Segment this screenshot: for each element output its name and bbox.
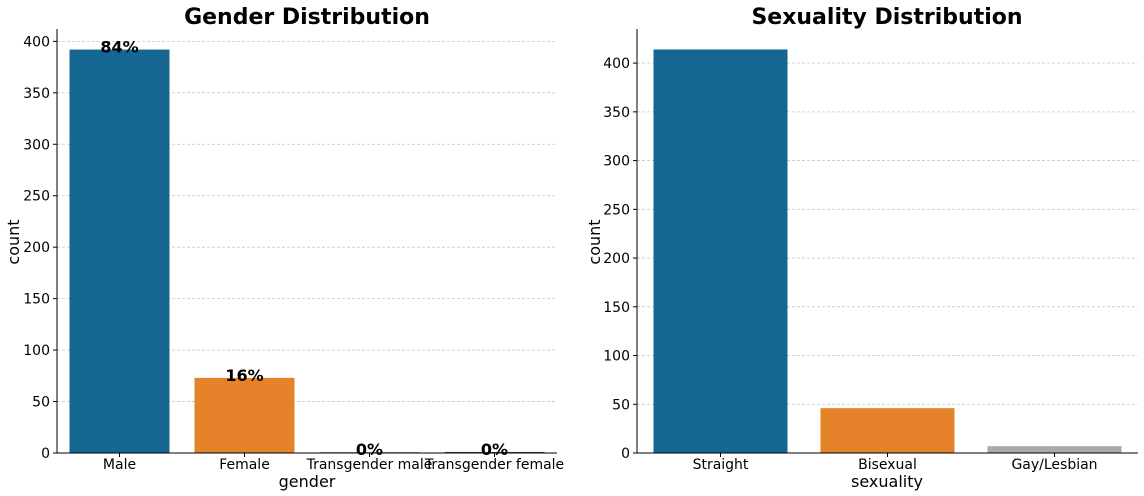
bar-straight (653, 49, 788, 453)
y-tick-label: 150 (23, 292, 50, 308)
bar-bisexual (820, 408, 955, 453)
y-tick-label: 50 (612, 397, 630, 413)
data-label: 84% (100, 38, 138, 57)
chart-title: Sexuality Distribution (751, 5, 1022, 30)
y-tick-label: 300 (603, 154, 630, 170)
x-axis-label: sexuality (851, 472, 923, 491)
bar-male (69, 49, 170, 454)
y-tick-label: 400 (23, 34, 50, 50)
bar-female (194, 377, 295, 453)
y-tick-label: 300 (23, 137, 50, 153)
x-axis-label: gender (279, 472, 336, 491)
data-label: 0% (356, 440, 383, 459)
gender-distribution-chart: Gender Distribution count gender 0 50 100 1… (4, 5, 564, 491)
y-tick-label: 150 (603, 300, 630, 316)
x-tick-label: Straight (693, 457, 749, 473)
x-tick-label: Gay/Lesbian (1011, 457, 1097, 473)
x-tick-label: Male (103, 457, 136, 473)
y-tick-label: 100 (23, 343, 50, 359)
bar-gay-lesbian (987, 446, 1122, 453)
y-tick-label: 400 (603, 56, 630, 72)
y-axis-label: count (4, 219, 23, 264)
sexuality-distribution-chart: Sexuality Distribution count sexuality 0… (585, 5, 1138, 491)
x-tick-label: Transgender female (424, 457, 564, 473)
y-tick-label: 200 (603, 251, 630, 267)
data-label: 0% (481, 440, 508, 459)
y-tick-label: 200 (23, 240, 50, 256)
y-axis-label: count (585, 219, 604, 264)
x-tick-label: Female (219, 457, 270, 473)
y-tick-label: 250 (603, 202, 630, 218)
y-tick-label: 0 (41, 446, 50, 462)
data-label: 16% (225, 366, 263, 385)
y-tick-label: 0 (621, 446, 630, 462)
x-tick-label: Bisexual (858, 457, 917, 473)
x-tick-label: Transgender male (306, 457, 433, 473)
y-tick-label: 350 (603, 105, 630, 121)
y-tick-label: 250 (23, 189, 50, 205)
y-tick-label: 350 (23, 86, 50, 102)
y-tick-label: 50 (32, 395, 50, 411)
bar-transgender-male (319, 451, 420, 453)
y-tick-label: 100 (603, 349, 630, 365)
bar-transgender-female (444, 451, 545, 453)
chart-title: Gender Distribution (184, 5, 430, 30)
